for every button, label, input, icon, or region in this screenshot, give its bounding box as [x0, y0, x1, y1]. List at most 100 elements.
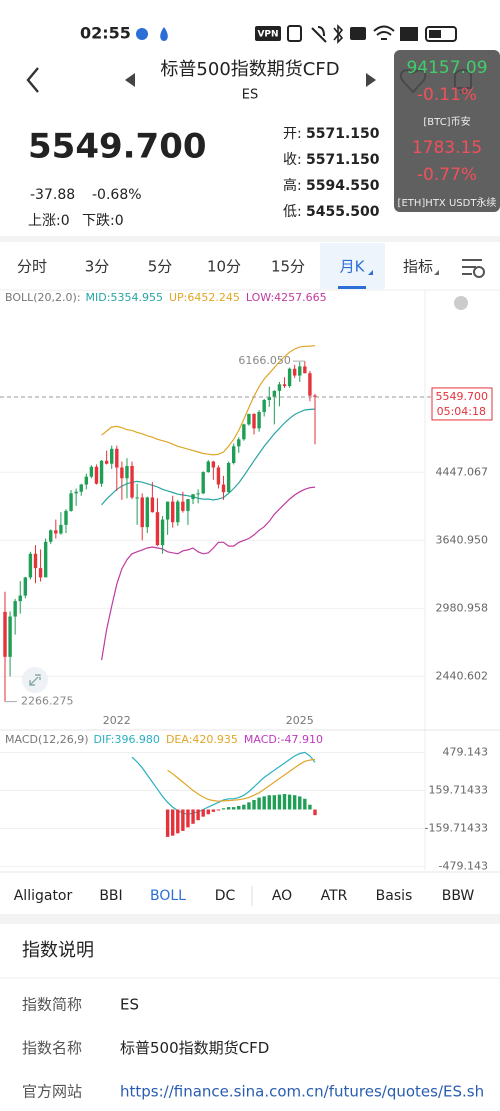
- legend-title: BOLL(20,2.0):: [5, 291, 81, 304]
- macd-bar: [237, 805, 241, 810]
- back-button[interactable]: [26, 67, 39, 93]
- legend-entry: UP:6452.245: [169, 291, 240, 304]
- candle-body: [303, 366, 307, 374]
- candle-body: [252, 413, 256, 429]
- indicator-tab[interactable]: BBI: [99, 888, 122, 904]
- btc-source: [BTC]币安: [423, 115, 470, 128]
- candle-body: [125, 466, 129, 479]
- vpn-badge: [255, 26, 281, 41]
- candle-body: [196, 493, 200, 495]
- prev-button[interactable]: [125, 73, 135, 87]
- indicator-tab[interactable]: DC: [215, 888, 236, 904]
- candle-body: [28, 553, 33, 578]
- legend-entry: MACD:-47.910: [244, 733, 323, 746]
- period-tab[interactable]: 月K: [340, 258, 366, 276]
- period-tab[interactable]: 3分: [85, 258, 110, 276]
- candle-body: [242, 424, 246, 440]
- period-tab[interactable]: 5分: [148, 258, 173, 276]
- macd-bar: [211, 809, 216, 812]
- extreme-label: 2266.275: [21, 695, 74, 708]
- macd-bar: [231, 807, 236, 810]
- candle-body: [181, 501, 185, 511]
- active-tab-underline: [338, 286, 366, 289]
- macd-bar: [262, 796, 266, 810]
- candle-body: [237, 439, 241, 447]
- macd-bar: [171, 809, 175, 836]
- indicator-tab[interactable]: Alligator: [14, 888, 73, 904]
- price-change-pct: -0.68%: [92, 187, 142, 203]
- candle-body: [231, 446, 236, 464]
- candle-body: [74, 491, 78, 494]
- down-count: 下跌:0: [82, 213, 124, 229]
- macd-bar: [252, 799, 256, 810]
- candle-body: [216, 467, 221, 485]
- candle-body: [89, 466, 94, 477]
- status-time: 02:55: [80, 24, 131, 43]
- candle-body: [226, 463, 231, 493]
- price-change: -37.88: [30, 187, 75, 203]
- high-value: 5594.550: [306, 178, 380, 194]
- indicator-tab[interactable]: Basis: [376, 888, 413, 904]
- candle-body: [145, 497, 149, 528]
- x-tick-label: 2022: [103, 714, 131, 727]
- indicator-line: [167, 758, 316, 802]
- status-icon: [287, 25, 302, 42]
- indicator-line: [101, 408, 316, 506]
- candle-body: [3, 611, 7, 657]
- indicator-line: [101, 486, 316, 661]
- candle-body: [150, 497, 155, 513]
- info-label: 指数简称: [22, 996, 82, 1014]
- candle-body: [206, 461, 210, 473]
- candle-body: [38, 568, 43, 578]
- period-tab[interactable]: 分时: [17, 258, 47, 276]
- divider: [0, 236, 500, 242]
- indicator-tab[interactable]: BOLL: [150, 888, 186, 904]
- macd-bar: [272, 795, 277, 810]
- indicator-line: [131, 751, 316, 815]
- collapse-button[interactable]: [454, 296, 468, 310]
- period-tab[interactable]: 10分: [207, 258, 241, 276]
- legend-entry: LOW:4257.665: [246, 291, 327, 304]
- macd-bar: [247, 802, 251, 810]
- macd-bar: [303, 798, 307, 810]
- candle-body: [94, 466, 99, 484]
- info-value[interactable]: https://finance.sina.com.cn/futures/quot…: [120, 1083, 484, 1101]
- status-icon: [373, 25, 395, 40]
- candle-body: [171, 501, 175, 523]
- macd-bar: [277, 794, 282, 810]
- vpn-text: VPN: [257, 30, 278, 40]
- y-tick-label: -479.143: [439, 860, 488, 873]
- active-tab-bg: [320, 243, 385, 289]
- candle-body: [267, 396, 271, 401]
- indicator-tab[interactable]: ATR: [321, 888, 348, 904]
- close-value: 5571.150: [306, 152, 380, 168]
- macd-bar: [176, 809, 180, 834]
- info-title: 指数说明: [22, 940, 94, 961]
- eth-price: 1783.15: [412, 138, 482, 158]
- next-button[interactable]: [366, 73, 376, 87]
- period-tab[interactable]: 指标: [403, 258, 433, 276]
- settings-icon[interactable]: [473, 266, 485, 278]
- candle-body: [84, 476, 89, 485]
- candle-body: [201, 472, 205, 494]
- header-title: 标普500指数期货CFD: [160, 59, 339, 80]
- indicator-tab[interactable]: AO: [272, 888, 292, 904]
- indicator-tab[interactable]: BBW: [442, 888, 475, 904]
- candle-body: [186, 499, 190, 511]
- candle-body: [282, 384, 287, 387]
- settings-icon[interactable]: [462, 259, 482, 275]
- period-tab[interactable]: 15分: [271, 258, 305, 276]
- candle-body: [272, 390, 277, 397]
- eth-source: [ETH]HTX USDT永续: [398, 196, 497, 209]
- open-value: 5571.150: [306, 126, 380, 142]
- macd-bar: [186, 809, 190, 828]
- status-icon: [350, 27, 366, 40]
- candle-body: [99, 460, 104, 484]
- candle-body: [115, 448, 119, 468]
- legend-title: MACD(12,26,9): [5, 733, 89, 746]
- high-label: 高:: [283, 177, 302, 194]
- info-label: 官方网站: [22, 1083, 82, 1101]
- y-tick-label: 3640.950: [436, 533, 489, 546]
- open-label: 开:: [283, 126, 302, 142]
